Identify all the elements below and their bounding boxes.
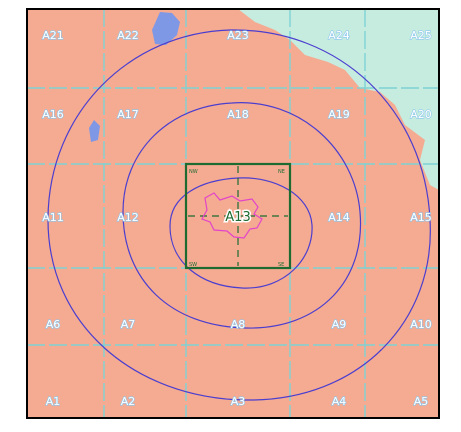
tile-label-a20: A20	[410, 108, 432, 121]
green-area	[238, 9, 439, 190]
tile-label-a5: A5	[414, 395, 429, 408]
tile-label-a8: A8	[231, 318, 246, 331]
tile-labels: A21 A22 A23 A24 A25 A16 A17 A18 A19 A20 A11 A12 A14 A…	[42, 28, 433, 408]
ring-outer	[47, 29, 431, 401]
tile-label-a22: A22	[117, 29, 139, 42]
tile-label-a25: A25	[410, 29, 432, 42]
corner-label-se: SE	[278, 262, 284, 268]
tile-label-a4: A4	[332, 395, 347, 408]
tile-label-a23: A23	[227, 29, 249, 42]
tile-label-a21: A21	[42, 29, 64, 42]
distance-rings	[47, 29, 431, 401]
tile-label-a9: A9	[332, 318, 347, 331]
corner-label-ne: NE	[278, 169, 285, 175]
tile-label-a7: A7	[121, 318, 136, 331]
tile-label-a16: A16	[42, 108, 64, 121]
ring-middle	[122, 102, 362, 329]
tile-label-a10: A10	[410, 318, 432, 331]
tile-label-a24: A24	[328, 29, 350, 42]
map-border	[26, 8, 440, 419]
tile-label-a6: A6	[46, 318, 61, 331]
center-tile-box: NW NE SW SE A13	[184, 162, 292, 270]
tile-label-a19: A19	[328, 108, 350, 121]
tile-label-a15: A15	[410, 211, 432, 224]
center-box-outline	[184, 162, 292, 270]
corner-label-sw: SW	[189, 262, 197, 268]
tile-label-a13: A13	[225, 210, 250, 225]
tile-label-a3: A3	[231, 395, 246, 408]
water-body	[152, 12, 180, 45]
water-body	[89, 120, 100, 142]
tile-label-a14: A14	[328, 211, 350, 224]
settlement-boundary	[201, 192, 263, 239]
corner-label-nw: NW	[189, 169, 198, 175]
tile-label-a18: A18	[227, 108, 249, 121]
tile-label-a11: A11	[42, 211, 64, 224]
ring-inner	[169, 177, 313, 289]
tile-label-a1: A1	[46, 395, 61, 408]
tile-label-a2: A2	[121, 395, 136, 408]
tile-label-a17: A17	[117, 108, 139, 121]
tile-label-a12: A12	[117, 211, 139, 224]
